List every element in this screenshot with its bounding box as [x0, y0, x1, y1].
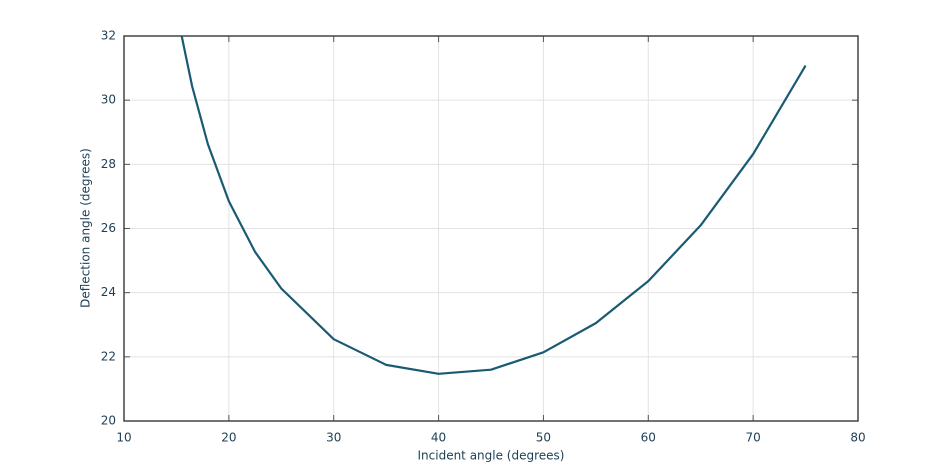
x-tick-label: 10: [116, 431, 131, 445]
y-tick-label: 24: [101, 285, 116, 299]
x-tick-label: 20: [221, 431, 236, 445]
x-axis-label: Incident angle (degrees): [418, 449, 565, 463]
y-tick-label: 26: [101, 221, 116, 235]
y-axis-label: Deflection angle (degrees): [79, 148, 93, 308]
y-tick-label: 22: [101, 349, 116, 363]
data-line: [180, 35, 807, 375]
x-tick-label: 40: [431, 431, 446, 445]
y-tick-label: 30: [101, 93, 116, 107]
x-tick-label: 80: [850, 431, 865, 445]
y-tick-label: 20: [101, 414, 116, 428]
y-tick-label: 28: [101, 157, 116, 171]
x-tick-label: 30: [326, 431, 341, 445]
plot-frame: [123, 35, 859, 422]
x-tick-label: 70: [746, 431, 761, 445]
y-tick-label: 32: [101, 29, 116, 43]
x-tick-label: 60: [641, 431, 656, 445]
x-tick-label: 50: [536, 431, 551, 445]
